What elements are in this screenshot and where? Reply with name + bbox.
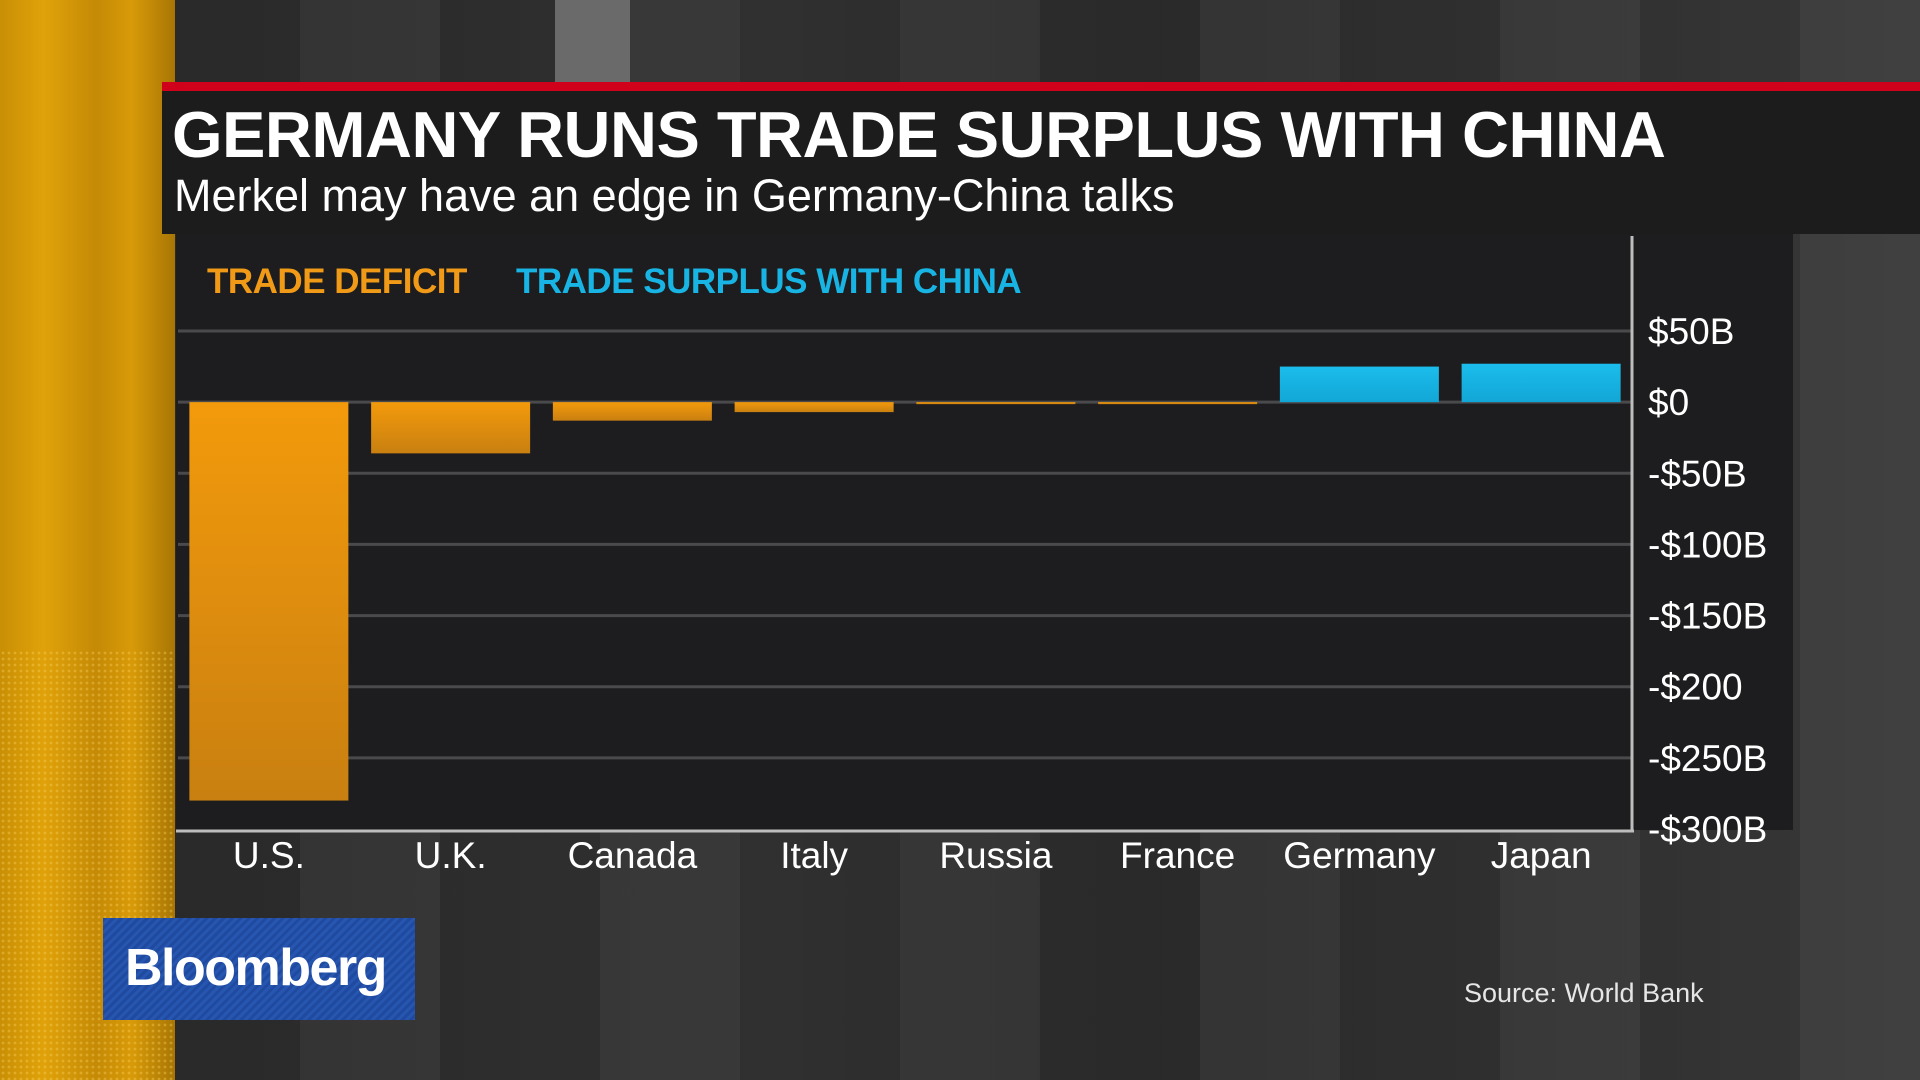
chart-title: GERMANY RUNS TRADE SURPLUS WITH CHINA [172,98,1666,171]
logo-text: Bloomberg [125,939,387,997]
y-tick-label: -$250B [1648,738,1767,779]
bar-russia [916,402,1076,405]
x-tick-label: Canada [568,835,698,876]
bar-uk [371,402,531,454]
axes [176,236,1634,833]
chart-subtitle: Merkel may have an edge in Germany-China… [174,170,1175,221]
header-red-rule [162,82,1920,91]
y-tick-label: -$50B [1648,453,1747,494]
bar-germany [1279,366,1439,403]
x-axis-labels: U.S. U.K. Canada Italy Russia France Germany Ja… [233,835,1592,876]
y-tick-label: -$300B [1648,809,1767,850]
legend-deficit: TRADE DEFICIT [207,262,467,301]
bars [189,363,1621,801]
source-note: Source: World Bank [1464,978,1704,1008]
x-tick-label: Germany [1283,835,1436,876]
x-tick-label: U.K. [415,835,487,876]
bloomberg-logo: Bloomberg [103,918,415,1020]
header-box: GERMANY RUNS TRADE SURPLUS WITH CHINA Me… [162,91,1920,234]
y-tick-label: -$200 [1648,667,1743,708]
legend-surplus: TRADE SURPLUS WITH CHINA [516,262,1022,301]
x-tick-label: France [1120,835,1235,876]
bar-italy [734,402,894,413]
chart-panel [176,234,1793,830]
y-tick-label: -$150B [1648,596,1767,637]
y-tick-label: $0 [1648,382,1689,423]
background-light-panel [555,0,630,82]
x-tick-label: Russia [939,835,1053,876]
bar-us [189,402,349,801]
x-tick-label: Italy [780,835,848,876]
bar-france [1098,402,1258,405]
bar-canada [552,402,712,421]
x-tick-label: Japan [1491,835,1592,876]
y-tick-label: $50B [1648,311,1734,352]
y-axis-labels: $50B $0 -$50B -$100B -$150B -$200 -$250B -$300B [1648,311,1767,850]
y-tick-label: -$100B [1648,524,1767,565]
x-tick-label: U.S. [233,835,305,876]
bar-japan [1461,363,1621,403]
